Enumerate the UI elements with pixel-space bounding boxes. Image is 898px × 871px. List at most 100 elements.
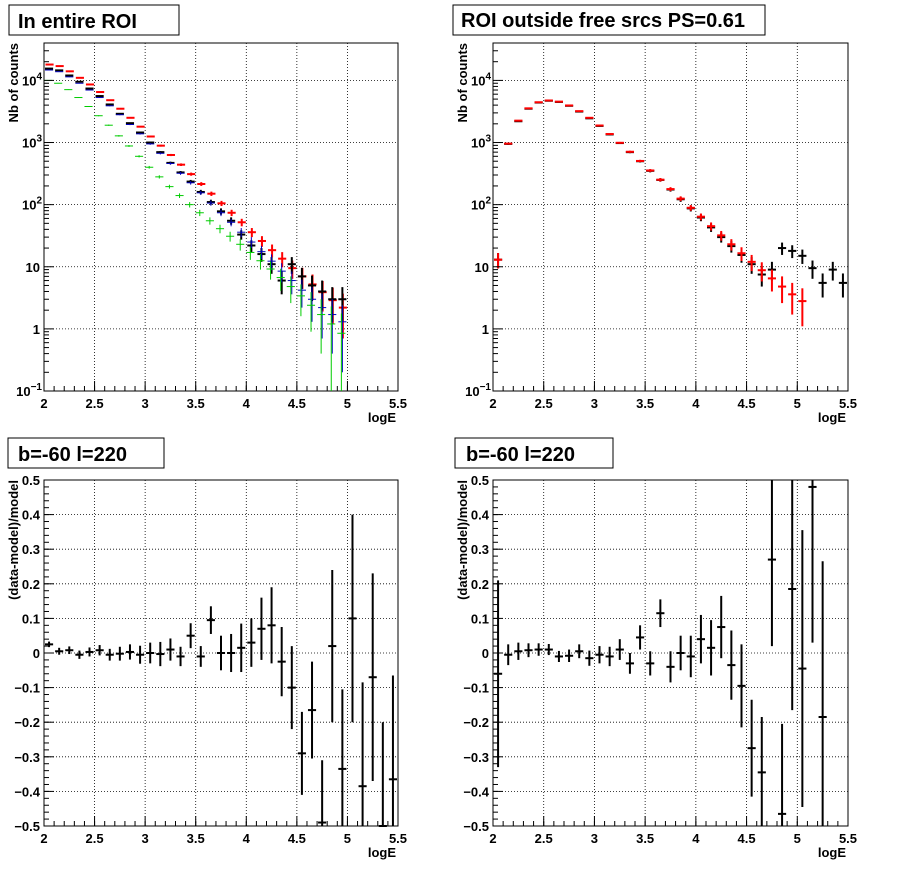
plot-marks <box>494 480 827 826</box>
series-2 <box>45 69 347 373</box>
series-0 <box>494 99 847 298</box>
x-tick-label: 5.5 <box>389 396 407 411</box>
x-tick-label: 4 <box>243 396 251 411</box>
x-tick-label: 3 <box>591 831 598 846</box>
y-tick-label: 10−1 <box>16 382 42 399</box>
y-tick-label: −0.1 <box>14 681 40 696</box>
x-axis-label: logE <box>818 410 846 425</box>
panel-counts-outside-free-srcs: 2 2.5 3 3.5 4 4.5 5 5.5 10−1 1 10 102 103 104 ROI out… <box>452 4 857 425</box>
y-tick-label: 10 <box>475 260 489 275</box>
x-tick-label: 5 <box>794 831 801 846</box>
y-tick-label: 0.4 <box>22 508 41 523</box>
plot-grid <box>44 480 398 826</box>
plot-marks <box>44 63 347 391</box>
x-tick-label: 3.5 <box>636 396 654 411</box>
x-tick-label: 5.5 <box>839 396 857 411</box>
y-tick-label: 0 <box>33 646 40 661</box>
y-tick-label: −0.3 <box>14 750 40 765</box>
x-tick-label: 2 <box>489 831 496 846</box>
y-tick-label: 0.1 <box>22 611 40 626</box>
y-tick-label: 0.2 <box>471 577 489 592</box>
x-tick-label: 5.5 <box>839 831 857 846</box>
y-tick-label: 104 <box>471 71 491 88</box>
series-3 <box>44 79 346 391</box>
y-tick-label: 1 <box>33 322 40 337</box>
plot-frame <box>492 42 849 392</box>
y-tick-label: 103 <box>22 134 42 151</box>
y-axis-label: (data-model)/model <box>6 480 21 600</box>
x-axis-label: logE <box>368 410 396 425</box>
plot-frame <box>43 42 399 392</box>
x-axis-label: logE <box>368 845 396 860</box>
x-tick-label: 2 <box>40 831 47 846</box>
x-tick-label: 4.5 <box>288 396 306 411</box>
y-tick-label: 0.5 <box>471 473 489 488</box>
y-tick-label: 0.5 <box>22 473 40 488</box>
title-box <box>454 437 614 469</box>
x-tick-label: 3 <box>142 396 149 411</box>
y-tick-label: 0.3 <box>22 542 40 557</box>
chart-title: b=-60 l=220 <box>18 444 127 466</box>
y-axis-label: Nb of counts <box>6 43 21 122</box>
panel-residuals-right: 2 2.5 3 3.5 4 4.5 5 5.5 −0.5 −0.4 −0.3 −0.2 −0.1 0 0.1… <box>454 437 857 860</box>
y-tick-label: −0.4 <box>14 784 40 799</box>
plot-marks <box>494 99 847 327</box>
y-tick-label: −0.2 <box>14 715 40 730</box>
panel-counts-entire-roi: 2 2.5 3 3.5 4 4.5 5 5.5 10−1 1 10 102 103 104 In enti… <box>6 4 407 425</box>
y-tick-label: 0.4 <box>471 508 490 523</box>
x-tick-label: 3.5 <box>187 831 205 846</box>
y-tick-label: 0 <box>482 646 489 661</box>
plot-marks <box>45 514 397 827</box>
axis-ticks: 2 2.5 3 3.5 4 4.5 5 5.5 −0.5 −0.4 −0.3 −0.2 −0.1 0 0.1… <box>463 473 857 846</box>
chart-title: ROI outside free srcs PS=0.61 <box>461 10 745 32</box>
series-0 <box>494 480 827 826</box>
x-tick-label: 4 <box>692 831 700 846</box>
y-tick-label: −0.4 <box>463 784 489 799</box>
y-tick-label: −0.5 <box>463 819 489 834</box>
y-tick-label: −0.1 <box>463 681 489 696</box>
x-tick-label: 3 <box>591 396 598 411</box>
y-tick-label: 102 <box>471 196 491 213</box>
title-box <box>7 437 165 469</box>
y-tick-label: 0.3 <box>471 542 489 557</box>
x-tick-label: 3.5 <box>187 396 205 411</box>
x-tick-label: 4.5 <box>738 396 756 411</box>
y-tick-label: 0.2 <box>22 577 40 592</box>
series-1 <box>494 99 807 327</box>
x-tick-label: 5 <box>344 396 351 411</box>
x-axis-label: logE <box>818 845 846 860</box>
x-tick-label: 3.5 <box>636 831 654 846</box>
y-tick-label: 102 <box>22 196 42 213</box>
y-tick-label: 1 <box>482 322 489 337</box>
x-tick-label: 2.5 <box>535 396 553 411</box>
x-tick-label: 2.5 <box>86 831 104 846</box>
y-tick-label: 103 <box>471 134 491 151</box>
x-tick-label: 4.5 <box>288 831 306 846</box>
y-tick-label: 10−1 <box>465 382 491 399</box>
x-tick-label: 2.5 <box>535 831 553 846</box>
series-0 <box>45 514 397 827</box>
x-tick-label: 5 <box>344 831 351 846</box>
chart-title: b=-60 l=220 <box>466 444 575 466</box>
x-tick-label: 2 <box>40 396 47 411</box>
x-tick-label: 3 <box>142 831 149 846</box>
title-box <box>452 4 766 36</box>
panel-residuals-left: 2 2.5 3 3.5 4 4.5 5 5.5 −0.5 −0.4 −0.3 −0.2 −0.1 0 0.1… <box>6 437 407 860</box>
plot-grid <box>493 43 848 391</box>
y-axis-label: (data-model)/model <box>455 480 470 600</box>
y-tick-label: 104 <box>22 71 42 88</box>
x-tick-label: 4.5 <box>738 831 756 846</box>
title-box <box>8 4 180 36</box>
y-tick-label: −0.2 <box>463 715 489 730</box>
y-tick-label: 0.1 <box>471 611 489 626</box>
axis-ticks: 2 2.5 3 3.5 4 4.5 5 5.5 −0.5 −0.4 −0.3 −0.2 −0.1 0 0.1… <box>14 473 407 846</box>
plot-grid <box>493 480 848 826</box>
x-tick-label: 5.5 <box>389 831 407 846</box>
x-tick-label: 5 <box>794 396 801 411</box>
axis-ticks: 2 2.5 3 3.5 4 4.5 5 5.5 10−1 1 10 102 103 104 <box>465 42 857 411</box>
x-tick-label: 2 <box>489 396 496 411</box>
x-tick-label: 2.5 <box>86 396 104 411</box>
chart-title: In entire ROI <box>18 11 137 33</box>
y-axis-label: Nb of counts <box>455 43 470 122</box>
